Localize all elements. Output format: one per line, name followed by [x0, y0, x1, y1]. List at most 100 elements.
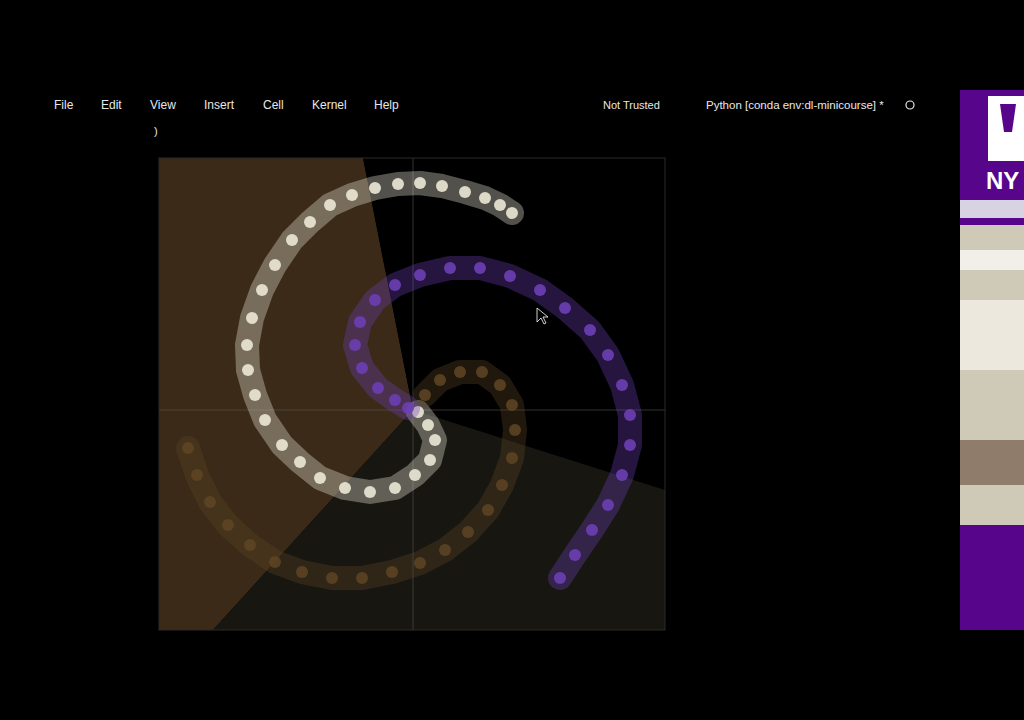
- data-point: [269, 259, 281, 271]
- plot-frame: [159, 158, 665, 630]
- data-point: [414, 269, 426, 281]
- data-point: [389, 279, 401, 291]
- data-point: [364, 486, 376, 498]
- data-point: [436, 180, 448, 192]
- page: { "menu_bar": { "items": ["File", "Edit"…: [0, 0, 1024, 720]
- series-points: [349, 262, 636, 584]
- spiral-band: [355, 268, 630, 578]
- plot-area: [159, 158, 665, 630]
- data-point: [294, 456, 306, 468]
- data-point: [402, 402, 414, 414]
- data-point: [372, 382, 384, 394]
- mouse-cursor: [537, 308, 548, 324]
- data-point: [429, 434, 441, 446]
- screen: File Edit View Insert Cell Kernel Help Not Trus…: [0, 0, 1024, 720]
- data-point: [439, 544, 451, 556]
- series-points: [241, 177, 518, 498]
- menu-item[interactable]: File: [54, 98, 74, 112]
- spiral-band: [247, 183, 512, 492]
- data-point: [584, 324, 596, 336]
- data-point: [496, 479, 508, 491]
- menu-item[interactable]: Cell: [263, 98, 284, 112]
- kernel-status: [906, 101, 914, 109]
- data-point: [616, 469, 628, 481]
- data-point: [554, 572, 566, 584]
- data-point: [369, 182, 381, 194]
- trust-indicator[interactable]: Not Trusted: [603, 99, 660, 111]
- data-point: [249, 389, 261, 401]
- data-point: [616, 379, 628, 391]
- data-point: [349, 339, 361, 351]
- data-point: [356, 572, 368, 584]
- data-point: [356, 362, 368, 374]
- data-point: [504, 270, 516, 282]
- data-point: [624, 409, 636, 421]
- data-point: [369, 294, 381, 306]
- data-point: [624, 439, 636, 451]
- panel-photo-band: [960, 250, 1024, 270]
- data-point: [414, 177, 426, 189]
- data-point: [354, 316, 366, 328]
- data-point: [314, 472, 326, 484]
- data-point: [409, 469, 421, 481]
- data-point: [509, 424, 521, 436]
- data-point: [222, 519, 234, 531]
- data-point: [479, 192, 491, 204]
- panel-photo-band: [960, 440, 1024, 485]
- menu-item[interactable]: Kernel: [312, 98, 347, 112]
- data-point: [462, 526, 474, 538]
- data-point: [476, 366, 488, 378]
- data-point: [326, 572, 338, 584]
- data-point: [244, 539, 256, 551]
- data-point: [419, 389, 431, 401]
- menu-item[interactable]: View: [150, 98, 176, 112]
- data-point: [386, 566, 398, 578]
- logo-torch: [1000, 104, 1016, 132]
- data-point: [602, 349, 614, 361]
- panel-bottom: [960, 525, 1024, 630]
- menu-item[interactable]: Help: [374, 98, 399, 112]
- menu-item[interactable]: Edit: [101, 98, 122, 112]
- series-points: [182, 366, 521, 584]
- data-point: [474, 262, 486, 274]
- logo-text: NY: [986, 167, 1019, 194]
- data-point: [422, 419, 434, 431]
- menu-item[interactable]: Insert: [204, 98, 235, 112]
- data-point: [392, 178, 404, 190]
- data-point: [296, 566, 308, 578]
- data-point: [182, 442, 194, 454]
- data-point: [424, 454, 436, 466]
- data-point: [434, 374, 446, 386]
- panel-photo-band: [960, 300, 1024, 370]
- data-point: [506, 207, 518, 219]
- data-point: [389, 394, 401, 406]
- data-point: [506, 452, 518, 464]
- panel-photo: [960, 225, 1024, 525]
- data-point: [259, 414, 271, 426]
- data-point: [304, 216, 316, 228]
- data-point: [339, 482, 351, 494]
- data-point: [324, 199, 336, 211]
- data-point: [586, 524, 598, 536]
- data-point: [242, 364, 254, 376]
- data-point: [459, 186, 471, 198]
- data-point: [269, 556, 281, 568]
- data-point: [276, 439, 288, 451]
- kernel-name[interactable]: Python [conda env:dl-minicourse] *: [706, 99, 884, 111]
- data-point: [494, 379, 506, 391]
- panel-bg: [960, 90, 1024, 630]
- logo-box: [988, 96, 1024, 161]
- data-point: [286, 234, 298, 246]
- panel-stripe: [960, 200, 1024, 218]
- data-point: [191, 469, 203, 481]
- data-point: [506, 399, 518, 411]
- background: [0, 0, 1024, 720]
- data-point: [346, 189, 358, 201]
- data-point: [569, 549, 581, 561]
- data-point: [256, 284, 268, 296]
- data-point: [454, 366, 466, 378]
- data-point: [444, 262, 456, 274]
- side-panel: NY: [960, 90, 1024, 630]
- data-point: [246, 312, 258, 324]
- spiral-band: [188, 372, 515, 578]
